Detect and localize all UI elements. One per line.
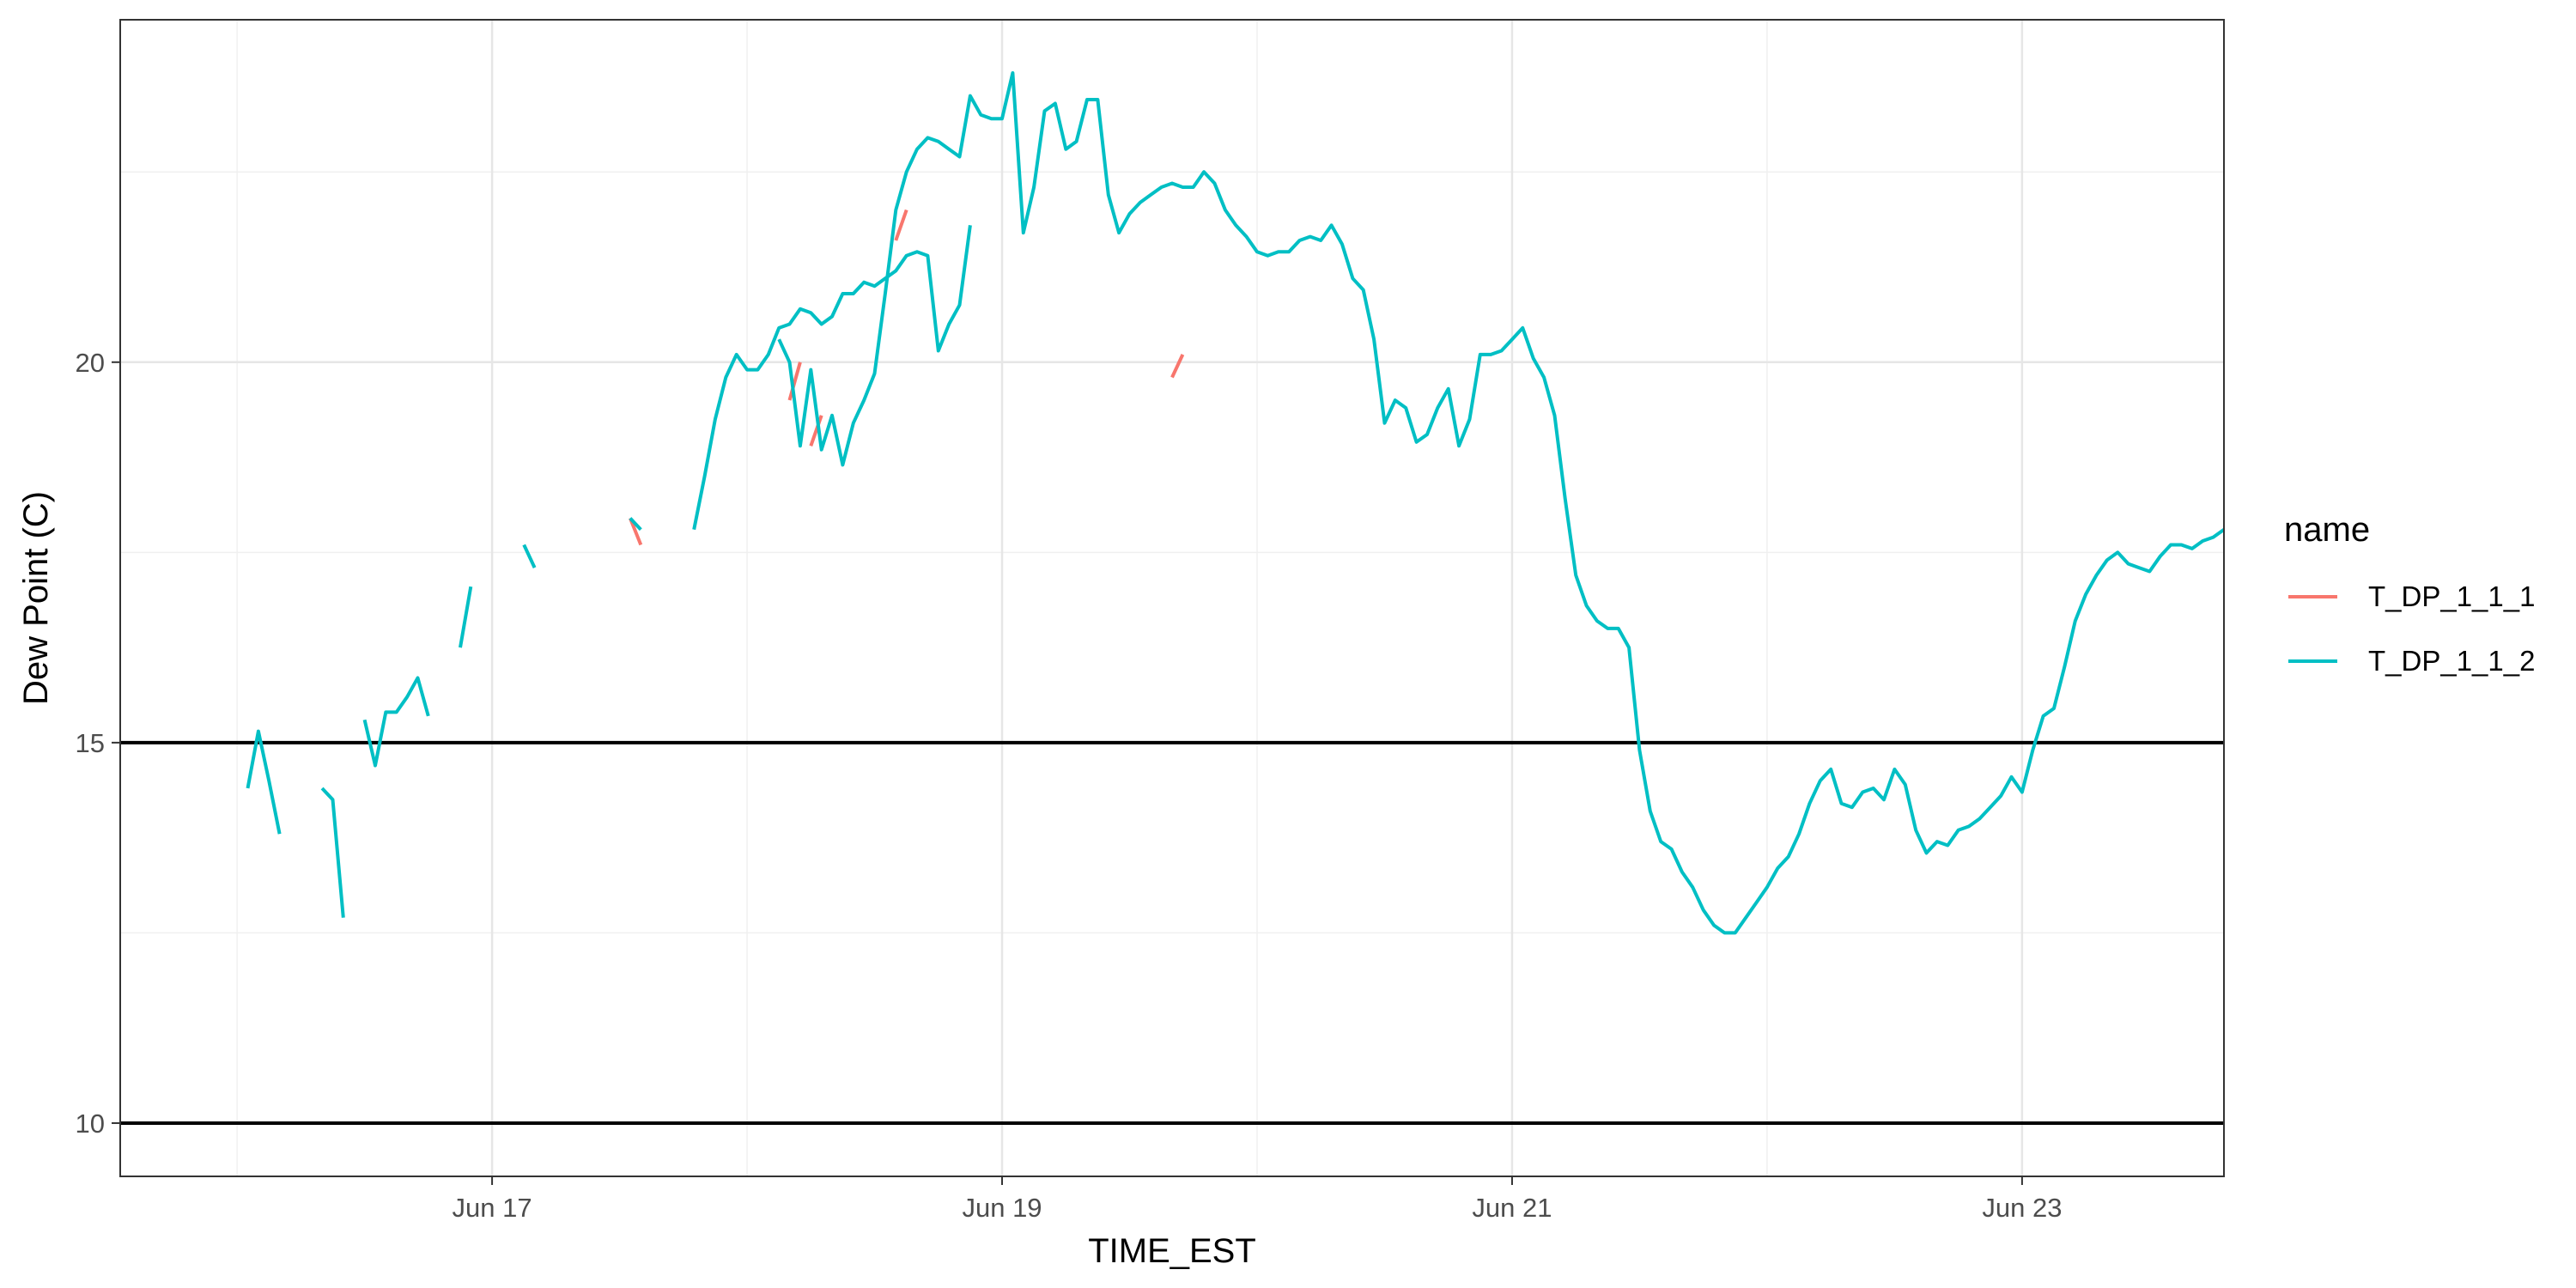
legend-label: T_DP_1_1_1 [2368,580,2535,612]
series-line-T_DP_1_1_1 [1170,354,1185,379]
series-line-T_DP_1_1_2 [777,71,2226,935]
series-T_DP_1_1_1 [629,209,1185,546]
series-T_DP_1_1_2 [246,71,2226,935]
y-axis-label: Dew Point (C) [17,491,55,705]
series-line-T_DP_1_1_2 [320,787,345,918]
series-group [246,71,2226,935]
y-tick-label: 15 [76,728,105,758]
series-line-T_DP_1_1_2 [246,729,282,835]
reference-lines [120,740,2224,1125]
series-line-T_DP_1_1_2 [459,586,473,648]
x-axis-label: TIME_EST [1088,1232,1256,1270]
series-line-T_DP_1_1_1 [809,415,823,447]
axes: Jun 17 Jun 19 Jun 21 Jun 23 10 15 20 [76,348,2063,1223]
series-line-T_DP_1_1_1 [629,517,643,546]
legend-title: name [2284,511,2370,549]
series-line-T_DP_1_1_2 [522,544,537,568]
series-line-T_DP_1_1_2 [629,517,642,532]
x-tick-label: Jun 17 [453,1193,532,1223]
series-line-T_DP_1_1_2 [362,676,430,768]
x-tick-label: Jun 21 [1472,1193,1552,1223]
series-line-T_DP_1_1_2 [692,225,972,531]
series-line-T_DP_1_1_1 [787,361,802,401]
legend: name T_DP_1_1_1 T_DP_1_1_2 [2284,511,2535,677]
panel-border [119,19,2225,1177]
x-tick-label: Jun 23 [1982,1193,2062,1223]
y-tick-label: 20 [76,348,105,378]
series-line-T_DP_1_1_1 [894,209,908,241]
y-tick-label: 10 [76,1109,105,1139]
legend-label: T_DP_1_1_2 [2368,645,2535,677]
x-tick-label: Jun 19 [962,1193,1042,1223]
